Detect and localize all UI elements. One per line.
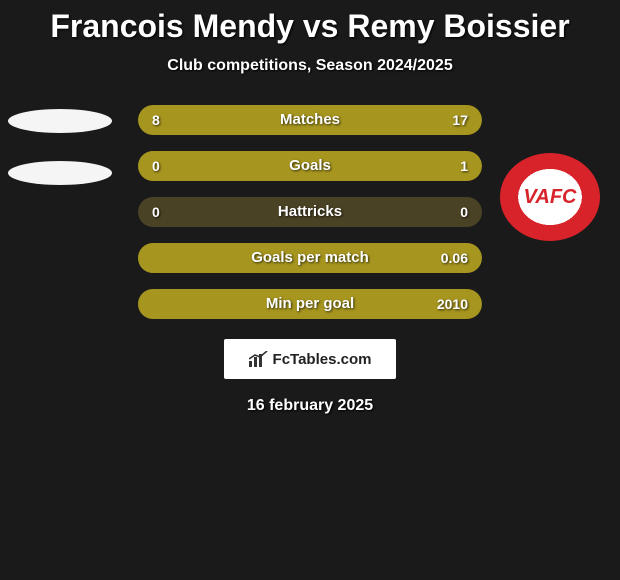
- stat-label: Goals: [138, 151, 482, 181]
- stat-rows: Matches817Goals01Hattricks00Goals per ma…: [138, 105, 482, 319]
- chart-icon: [249, 351, 269, 367]
- brand-badge: FcTables.com: [224, 339, 396, 379]
- stat-label: Hattricks: [138, 197, 482, 227]
- stat-label: Goals per match: [138, 243, 482, 273]
- stat-value-left: 0: [152, 151, 160, 181]
- stat-label: Min per goal: [138, 289, 482, 319]
- stat-row: Goals0 1: [138, 151, 482, 181]
- page-title: Francois Mendy vs Remy Boissier: [0, 0, 620, 45]
- stat-row: Matches8 17: [138, 105, 482, 135]
- stats-area: Matches817Goals01Hattricks00Goals per ma…: [0, 105, 620, 415]
- subtitle: Club competitions, Season 2024/2025: [0, 57, 620, 75]
- stat-value-right: 17: [452, 105, 468, 135]
- stat-value-left: 0: [152, 197, 160, 227]
- stat-value-left: 8: [152, 105, 160, 135]
- placeholder-ellipse-icon: [8, 161, 112, 185]
- stat-value-right: 0.06: [441, 243, 468, 273]
- player-right-badge: [500, 153, 600, 253]
- footer-date: 16 february 2025: [0, 397, 620, 415]
- stat-value-right: 2010: [437, 289, 468, 319]
- stat-row: Goals per match0.06: [138, 243, 482, 273]
- stat-value-right: 0: [460, 197, 468, 227]
- comparison-card: Francois Mendy vs Remy Boissier Club com…: [0, 0, 620, 580]
- club-badge-vafc-icon: [500, 153, 600, 241]
- brand-text: FcTables.com: [273, 351, 372, 368]
- stat-row: Hattricks0 0: [138, 197, 482, 227]
- stat-row: Min per goal2010: [138, 289, 482, 319]
- stat-value-right: 1: [460, 151, 468, 181]
- player-left-badge: [8, 109, 108, 209]
- stat-label: Matches: [138, 105, 482, 135]
- placeholder-ellipse-icon: [8, 109, 112, 133]
